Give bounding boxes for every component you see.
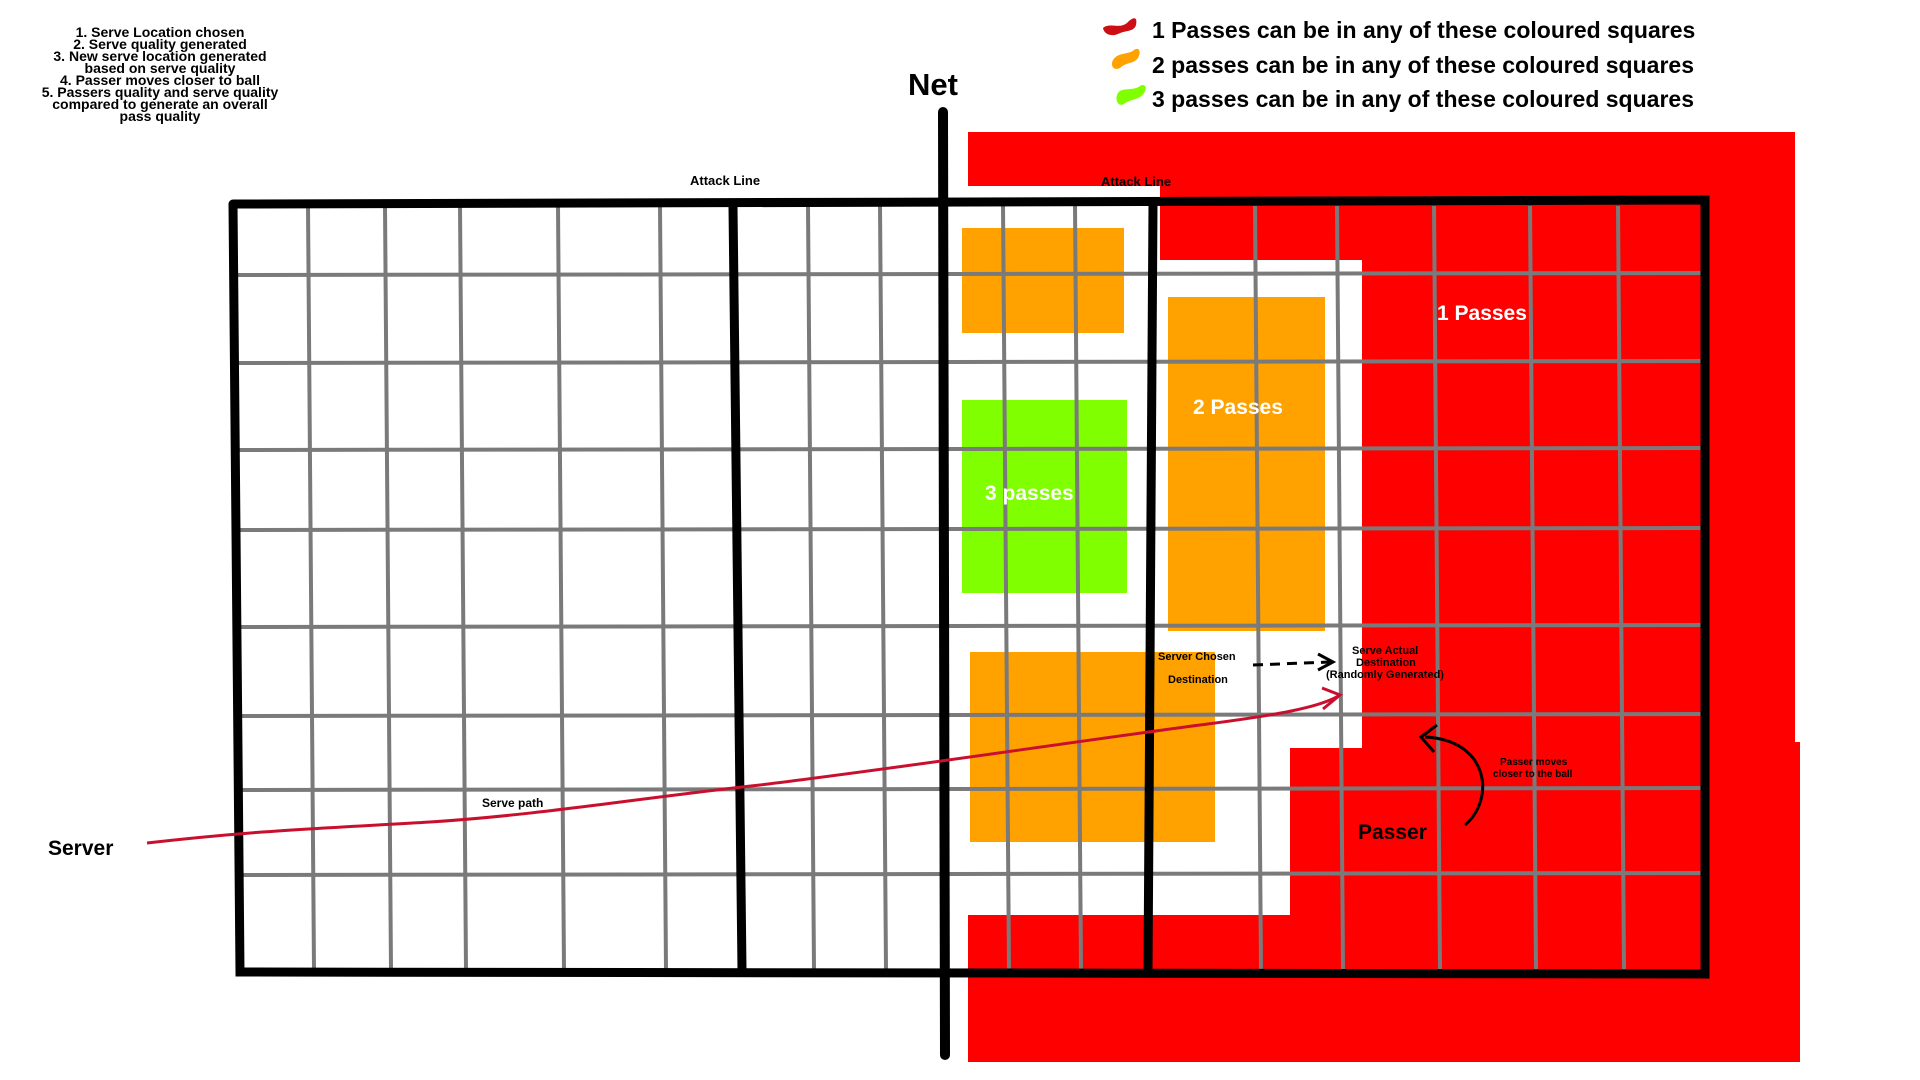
server-chosen-label: Server Chosen bbox=[1158, 651, 1236, 663]
grid-horizontal-1 bbox=[235, 271, 1704, 277]
step-3-cont: based on serve quality bbox=[85, 60, 236, 76]
attack-line-right bbox=[1143, 200, 1158, 975]
serve-path-label: Serve path bbox=[482, 796, 543, 810]
grid-horizontal-3 bbox=[235, 446, 1704, 452]
step-5-end: pass quality bbox=[120, 108, 201, 124]
grid-vertical-12 bbox=[1432, 205, 1442, 971]
server-chosen-label-2: Destination bbox=[1168, 674, 1228, 686]
legend-three-pass: 3 passes can be in any of these coloured… bbox=[1152, 86, 1694, 112]
two-pass-zones bbox=[962, 228, 1325, 842]
actual-destination-label: Serve Actual bbox=[1352, 645, 1418, 657]
one-pass-zone bbox=[968, 132, 1800, 1062]
attack-line-left bbox=[728, 202, 747, 975]
court-grid bbox=[235, 205, 1704, 971]
steps-list: 1. Serve Location chosen 2. Serve qualit… bbox=[42, 24, 279, 124]
one-pass-zone-label: 1 Passes bbox=[1437, 302, 1527, 325]
grid-vertical-5 bbox=[658, 205, 668, 971]
step-2: 2. Serve quality generated bbox=[73, 36, 247, 52]
three-pass-zone bbox=[962, 400, 1127, 593]
destination-shift-arrow bbox=[1252, 660, 1331, 667]
two-pass-zone-top bbox=[962, 228, 1124, 333]
grid-vertical-8 bbox=[1001, 205, 1011, 971]
three-pass-zone-label: 3 passes bbox=[985, 482, 1074, 505]
passer-label: Passer bbox=[1358, 821, 1427, 844]
court-lines bbox=[228, 107, 1710, 1060]
step-3: 3. New serve location generated bbox=[53, 48, 266, 64]
net-line bbox=[938, 107, 950, 1060]
grid-vertical-7 bbox=[878, 205, 888, 971]
server-label: Server bbox=[48, 837, 113, 860]
legend-brush-icons bbox=[1103, 18, 1146, 105]
actual-destination-label-3: (Randomly Generated) bbox=[1326, 669, 1444, 681]
grid-horizontal-5 bbox=[235, 623, 1704, 629]
step-5-cont: compared to generate an overall bbox=[52, 96, 268, 112]
grid-vertical-4 bbox=[556, 205, 566, 971]
grid-horizontal-4 bbox=[235, 526, 1704, 532]
passer-move-arrow bbox=[1424, 735, 1485, 827]
court-boundary bbox=[228, 195, 1710, 979]
grid-vertical-14 bbox=[1616, 205, 1626, 971]
step-4: 4. Passer moves closer to ball bbox=[60, 72, 260, 88]
legend: 1 Passes can be in any of these coloured… bbox=[1152, 17, 1695, 112]
legend-one-pass: 1 Passes can be in any of these coloured… bbox=[1152, 17, 1695, 43]
grid-horizontal-8 bbox=[235, 871, 1704, 877]
destination-shift-arrowhead bbox=[1317, 652, 1337, 672]
attack-line-right-label: Attack Line bbox=[1101, 174, 1171, 189]
grid-vertical-13 bbox=[1528, 205, 1538, 971]
step-1: 1. Serve Location chosen bbox=[76, 24, 245, 40]
grid-horizontal-6 bbox=[235, 712, 1704, 718]
two-pass-zone-label: 2 Passes bbox=[1193, 396, 1283, 419]
legend-two-pass: 2 passes can be in any of these coloured… bbox=[1152, 52, 1694, 78]
actual-destination-label-2: Destination bbox=[1356, 657, 1416, 669]
grid-vertical-6 bbox=[806, 205, 816, 971]
red-brush-icon bbox=[1103, 18, 1137, 36]
grid-horizontal-7 bbox=[235, 786, 1704, 792]
attack-line-left-label: Attack Line bbox=[690, 173, 760, 188]
grid-horizontal-2 bbox=[235, 359, 1704, 365]
step-5: 5. Passers quality and serve quality bbox=[42, 84, 279, 100]
passer-moves-label: Passer moves bbox=[1500, 757, 1568, 768]
two-pass-zone-middle bbox=[1168, 297, 1325, 631]
grid-vertical-9 bbox=[1073, 205, 1083, 971]
grid-vertical-3 bbox=[458, 205, 468, 971]
passer-moves-label-2: closer to the ball bbox=[1493, 769, 1573, 780]
grid-vertical-1 bbox=[306, 205, 316, 971]
grid-vertical-11 bbox=[1335, 205, 1345, 971]
grid-vertical-2 bbox=[383, 205, 393, 971]
serve-path-arrowhead bbox=[1321, 686, 1343, 711]
grid-vertical-10 bbox=[1253, 205, 1263, 971]
serve-path-line bbox=[146, 693, 1341, 845]
two-pass-zone-bottom bbox=[970, 652, 1215, 842]
net-label: Net bbox=[908, 67, 958, 102]
passer-move-arrowhead bbox=[1418, 723, 1438, 753]
orange-brush-icon bbox=[1111, 48, 1140, 69]
green-brush-icon bbox=[1116, 84, 1146, 105]
